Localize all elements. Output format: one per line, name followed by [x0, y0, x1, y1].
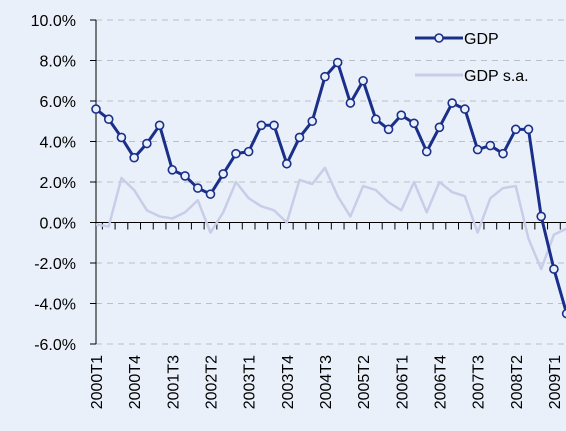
y-tick-label: -2.0%: [34, 256, 76, 273]
x-tick-label: 2004T3: [318, 355, 335, 409]
data-point-gdp: [409, 118, 419, 129]
data-point-gdp: [256, 120, 267, 131]
data-point-gdp: [536, 211, 547, 222]
data-point-gdp: [447, 98, 457, 108]
legend-label-gdp-sa: GDP s.a.: [464, 68, 529, 85]
x-tick-label: 2006T4: [432, 355, 449, 409]
x-tick-label: 2002T2: [203, 355, 220, 409]
data-point-gdp: [307, 116, 318, 127]
x-tick-label: 2008T2: [509, 355, 526, 409]
y-tick-label: 10.0%: [31, 13, 76, 30]
data-point-gdp: [192, 183, 203, 193]
data-point-gdp: [116, 132, 127, 143]
data-point-gdp: [154, 120, 165, 131]
legend-marker-gdp: [434, 33, 444, 43]
y-tick-label: 4.0%: [40, 135, 76, 152]
data-point-gdp: [91, 104, 101, 114]
data-point-gdp: [345, 98, 356, 108]
data-point-gdp: [383, 124, 394, 135]
data-point-gdp: [460, 104, 470, 114]
data-point-gdp: [421, 146, 432, 157]
data-point-gdp: [243, 146, 254, 157]
data-point-gdp: [205, 189, 216, 199]
x-tick-label: 2003T1: [242, 355, 259, 409]
data-point-gdp: [142, 138, 152, 149]
x-tick-label: 2001T3: [165, 355, 182, 409]
data-point-gdp: [269, 120, 279, 131]
y-tick-label: 6.0%: [40, 94, 76, 111]
y-tick-label: -6.0%: [34, 337, 76, 354]
x-tick-label: 2009T1: [547, 355, 564, 409]
data-point-gdp: [294, 132, 305, 143]
data-point-gdp: [218, 169, 228, 179]
y-tick-label: -4.0%: [34, 297, 76, 314]
data-point-gdp: [485, 140, 496, 151]
legend-item-gdp: GDP: [415, 31, 499, 48]
y-tick-label: 8.0%: [40, 54, 76, 71]
y-axis: 10.0% 8.0% 6.0% 4.0% 2.0% 0.0% -2.0% -4.0% -6.0%: [31, 13, 97, 354]
data-point-gdp: [549, 264, 559, 274]
x-tick-label: 2006T1: [394, 355, 411, 409]
data-point-gdp: [561, 308, 566, 319]
x-axis: 2000T1 2000T4 2001T3 2002T2 2003T1 2003T4 2004…: [89, 222, 566, 409]
data-point-gdp: [281, 158, 292, 169]
legend-label-gdp: GDP: [464, 31, 499, 48]
series-line-gdp-sa: [95, 166, 566, 271]
y-tick-label: 0.0%: [40, 216, 76, 233]
data-point-gdp: [396, 110, 407, 120]
data-point-gdp: [510, 124, 521, 135]
legend-item-gdp-sa: GDP s.a.: [415, 68, 529, 85]
data-point-gdp: [472, 144, 483, 155]
x-tick-label: 2005T2: [356, 355, 373, 409]
data-point-gdp: [129, 152, 139, 163]
data-point-gdp: [320, 71, 330, 82]
data-point-gdp: [498, 148, 508, 159]
data-point-gdp: [231, 148, 241, 159]
x-tick-label: 2000T4: [127, 355, 144, 409]
x-tick-label: 2003T4: [280, 355, 297, 409]
data-point-gdp: [523, 124, 534, 135]
data-point-gdp: [358, 75, 368, 86]
data-point-gdp: [167, 165, 178, 175]
x-tick-label: 2007T3: [471, 355, 488, 409]
legend: GDP GDP s.a.: [415, 31, 529, 85]
data-point-gdp: [371, 114, 381, 125]
x-tick-label: 2000T1: [89, 355, 106, 409]
series-layer: [91, 57, 566, 319]
data-point-gdp: [103, 114, 114, 125]
y-tick-label: 2.0%: [40, 175, 76, 192]
data-point-gdp: [434, 122, 445, 133]
data-point-gdp: [332, 57, 343, 68]
data-point-gdp: [180, 171, 190, 181]
